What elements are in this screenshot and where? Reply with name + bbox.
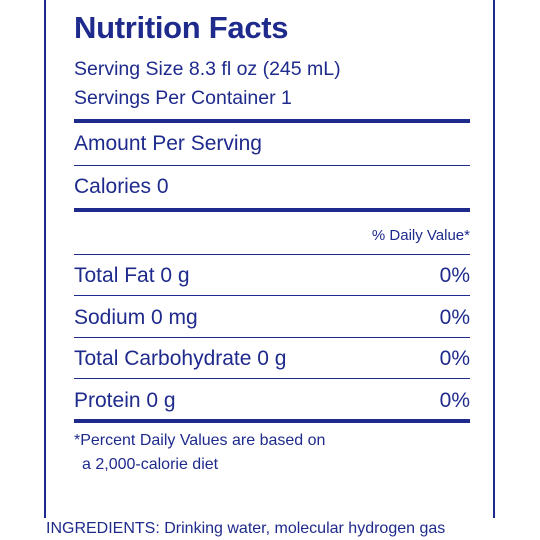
daily-value-header: % Daily Value*	[371, 227, 470, 244]
divider	[74, 378, 470, 379]
nutrient-daily-value: 0%	[439, 306, 470, 329]
divider	[74, 254, 470, 255]
nutrient-daily-value: 0%	[439, 347, 470, 370]
divider	[74, 337, 470, 338]
nutrient-name: Total Fat 0 g	[74, 264, 190, 287]
calories: Calories 0	[74, 175, 169, 198]
divider	[74, 295, 470, 296]
nutrient-name: Protein 0 g	[74, 389, 176, 412]
divider	[74, 165, 470, 166]
serving-size: Serving Size 8.3 fl oz (245 mL)	[74, 58, 341, 80]
label-border-right	[493, 0, 495, 518]
amount-per-serving: Amount Per Serving	[74, 132, 262, 155]
label-border-left	[44, 0, 46, 518]
label-title: Nutrition Facts	[74, 10, 289, 45]
nutrient-daily-value: 0%	[439, 264, 470, 287]
thick-divider	[74, 119, 470, 123]
footnote-line-1: *Percent Daily Values are based on	[74, 432, 326, 449]
servings-per-container: Servings Per Container 1	[74, 87, 292, 109]
nutrient-name: Total Carbohydrate 0 g	[74, 347, 287, 370]
ingredients-text: INGREDIENTS: Drinking water, molecular h…	[46, 520, 446, 537]
nutrient-daily-value: 0%	[439, 389, 470, 412]
footnote-line-2: a 2,000-calorie diet	[82, 456, 219, 473]
thick-divider	[74, 208, 470, 212]
thick-divider	[74, 419, 470, 423]
nutrient-name: Sodium 0 mg	[74, 306, 198, 329]
